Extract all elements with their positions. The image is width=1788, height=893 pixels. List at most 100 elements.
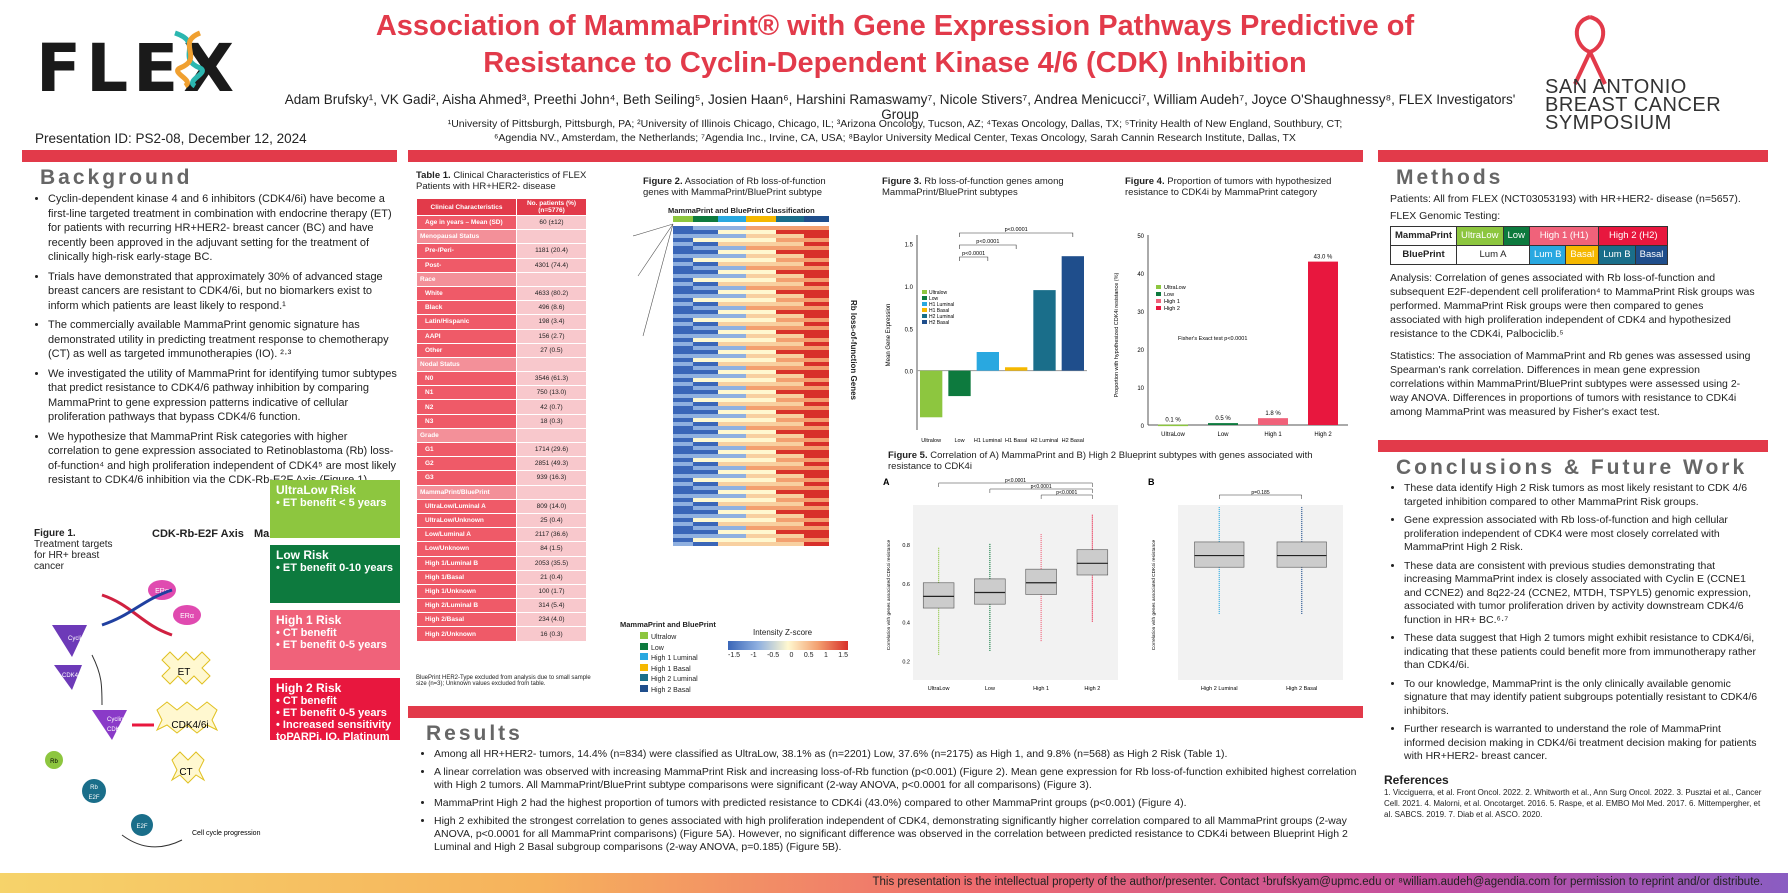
box [1025,568,1057,595]
heatmap-cell [776,322,804,326]
table-cell-value: 25 (0.4) [516,512,587,529]
heatmap-cell [804,486,829,490]
table-row: Grade [416,427,587,444]
heatmap-cell [673,306,693,310]
heatmap-cell [673,462,693,466]
heatmap-cell [746,382,776,386]
heatmap-cell [776,390,804,394]
heatmap-cell [693,426,718,430]
heatmap-cell [804,494,829,498]
conclusions-bullet: Gene expression associated with Rb loss-… [1404,514,1760,555]
table-row: Black 496 (8.6) [416,300,587,316]
heatmap-cell [776,282,804,286]
heatmap-cell [776,530,804,534]
heatmap-cell [746,486,776,490]
heatmap-cell [746,426,776,430]
table-cell-key: Nodal Status [416,356,517,373]
heatmap-cell [693,458,718,462]
box [974,578,1006,605]
legend-swatch [1156,306,1161,310]
heatmap-cell [746,390,776,394]
heatmap-cell [776,326,804,330]
table-cell-value: 1181 (20.4) [516,243,587,259]
heatmap-cell [718,346,746,350]
heatmap-cell [673,394,693,398]
heatmap-cell [718,342,746,346]
legend-swatch [640,642,648,650]
heatmap-cell [804,378,829,382]
box [1276,541,1327,568]
heatmap-cell [804,470,829,474]
heatmap-cell [673,370,693,374]
heatmap-cell [776,498,804,502]
heatmap-cell [776,318,804,322]
heatmap-cell [718,506,746,510]
heatmap-cell [718,542,746,546]
heatmap-cell [673,238,693,242]
heatmap-cell [746,258,776,262]
table-cell-key: Low/Unknown [416,541,517,557]
table-cell-value: 16 (0.3) [516,626,587,642]
heatmap-cell [673,338,693,342]
heatmap-cell [673,418,693,422]
table-cell-value [516,356,587,373]
heatmap-cell [746,254,776,258]
significance-label: p<0.0001 [1031,484,1052,490]
legend-label: H2 Luminal [929,314,954,320]
table-cell-value: 42 (0.7) [516,399,587,415]
table-cell-value [516,271,587,287]
table-cell-value: 84 (1.5) [516,541,587,557]
heatmap-cell [693,238,718,242]
heatmap-cell [693,274,718,278]
table-row: G1 1714 (29.6) [416,441,587,458]
cyclin-d-node-1: Cyclin D [68,636,91,642]
heatmap-cell [804,274,829,278]
heatmap-cell [693,526,718,530]
heatmap-cell [673,342,693,346]
heatmap-cell [776,254,804,258]
heatmap-cell [693,278,718,282]
box [1194,541,1245,568]
heatmap-cell [693,234,718,238]
heatmap-cell [746,446,776,450]
heatmap-cell [718,402,746,406]
heatmap-cell [776,534,804,538]
heatmap-cell [776,426,804,430]
heatmap-cell [804,438,829,442]
legend-item: High 1 Luminal [640,653,698,664]
heatmap-cell [718,334,746,338]
legend-swatch [1156,285,1161,289]
heatmap-cell [718,490,746,494]
heatmap-cell [718,470,746,474]
results-bullet: MammaPrint High 2 had the highest propor… [434,797,1363,810]
heatmap-cell [804,278,829,282]
heatmap-cell [693,266,718,270]
legend-swatch [922,320,927,324]
heatmap-cell [693,478,718,482]
bp-luma: Lum A [1456,245,1530,265]
conclusions-bullet: Further research is warranted to underst… [1404,723,1760,764]
scale-tick: 0 [789,652,794,659]
legend-label: Ultralow [929,290,947,296]
table-row: High 2/Luminal B 314 (5.4) [416,598,587,614]
heatmap-cell [673,358,693,362]
heatmap-cell [776,398,804,402]
significance-bracket [959,232,1074,237]
heatmap-cell [746,314,776,318]
heatmap-cell [776,350,804,354]
heatmap-cell [673,538,693,542]
heatmap-cell [718,494,746,498]
table-cell-key: MammaPrint/BluePrint [416,484,517,500]
y-axis-label: Proportion with hypothesized CDK4i resis… [1114,272,1120,397]
heatmap-cell [673,442,693,446]
heatmap-cell [718,286,746,290]
heatmap-cell [746,474,776,478]
heatmap-cell [746,542,776,546]
heatmap-cell [673,438,693,442]
heatmap-cell [673,478,693,482]
heatmap-cell [804,302,829,306]
annotation: Fisher's Exact test p<0.0001 [1178,336,1247,342]
legend-label: High 2 Luminal [651,676,698,683]
heatmap-cell [804,442,829,446]
heatmap-cell [718,502,746,506]
